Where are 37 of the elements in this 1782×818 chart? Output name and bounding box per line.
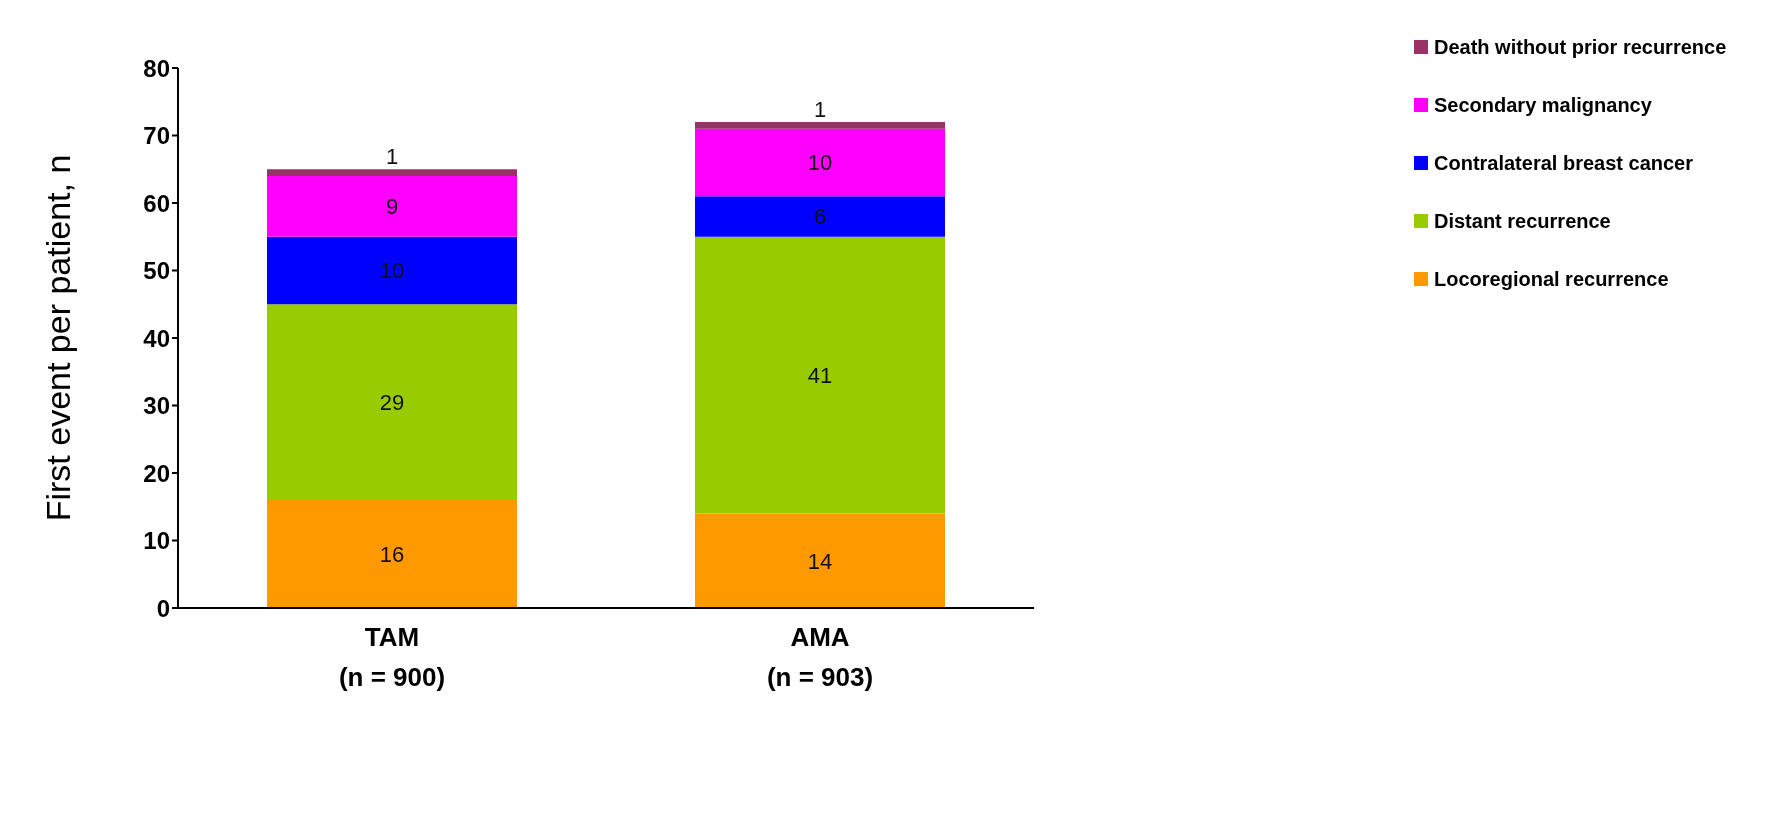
data-label: 10 [379,258,405,284]
bar [267,176,517,237]
y-tick-label: 40 [143,324,170,352]
x-tick-label: TAM (n = 900) [338,622,446,692]
bar [267,500,517,608]
bar [267,304,517,500]
legend-label: Locoregional recurrence [1434,267,1669,291]
data-label: 6 [813,204,827,230]
bar [695,196,945,237]
legend-label: Death without prior recurrence [1434,35,1727,59]
y-tick-label: 60 [143,189,170,217]
data-label: 41 [807,362,833,388]
bar [267,169,517,176]
legend-label: Distant recurrence [1434,209,1611,233]
bar [267,236,517,305]
y-tick-label: 10 [143,527,170,555]
x-tick-label: AMA (n = 903) [766,622,874,692]
bar [695,122,945,129]
y-tick-label: 0 [156,594,170,622]
bar [695,128,945,197]
y-tick-label: 30 [143,392,170,420]
y-tick-label: 20 [143,459,170,487]
data-label: 10 [807,150,833,176]
legend-label: Contralateral breast cancer [1434,151,1694,175]
data-label: 16 [379,541,405,567]
y-axis-title: First event per patient, n [39,154,78,522]
data-label: 9 [385,194,399,220]
y-tick-label: 80 [143,54,170,82]
bar [695,513,945,608]
y-tick-label: 50 [143,257,170,285]
data-label: 1 [385,144,399,170]
data-label: 1 [813,97,827,122]
data-label: 29 [379,389,405,415]
legend-label: Secondary malignancy [1434,93,1652,117]
data-label: 14 [807,548,833,574]
bar [695,236,945,514]
y-tick-label: 70 [143,122,170,150]
